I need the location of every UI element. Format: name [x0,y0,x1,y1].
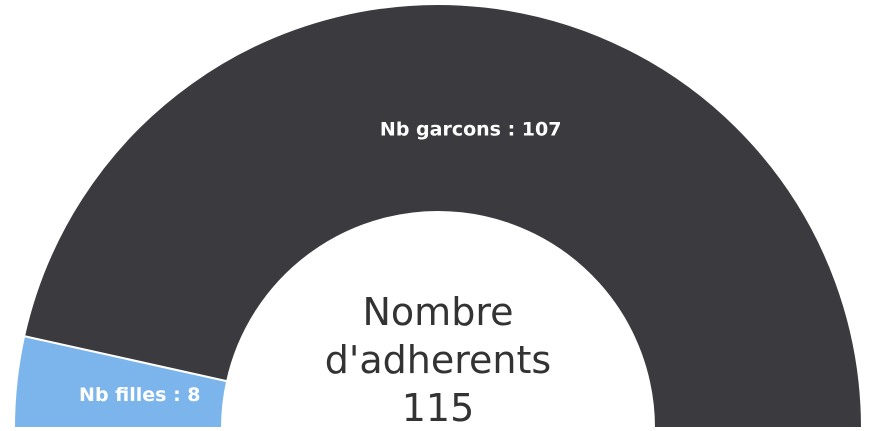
total: 115 [401,386,475,430]
data-label: Nb garcons : 107 [380,118,562,140]
data-label: Nb filles : 8 [79,384,200,406]
donut-segment [22,3,864,429]
center-label: Nombre d'adherents 115 [288,288,588,431]
chart-title: Nombre d'adherents [324,290,552,382]
